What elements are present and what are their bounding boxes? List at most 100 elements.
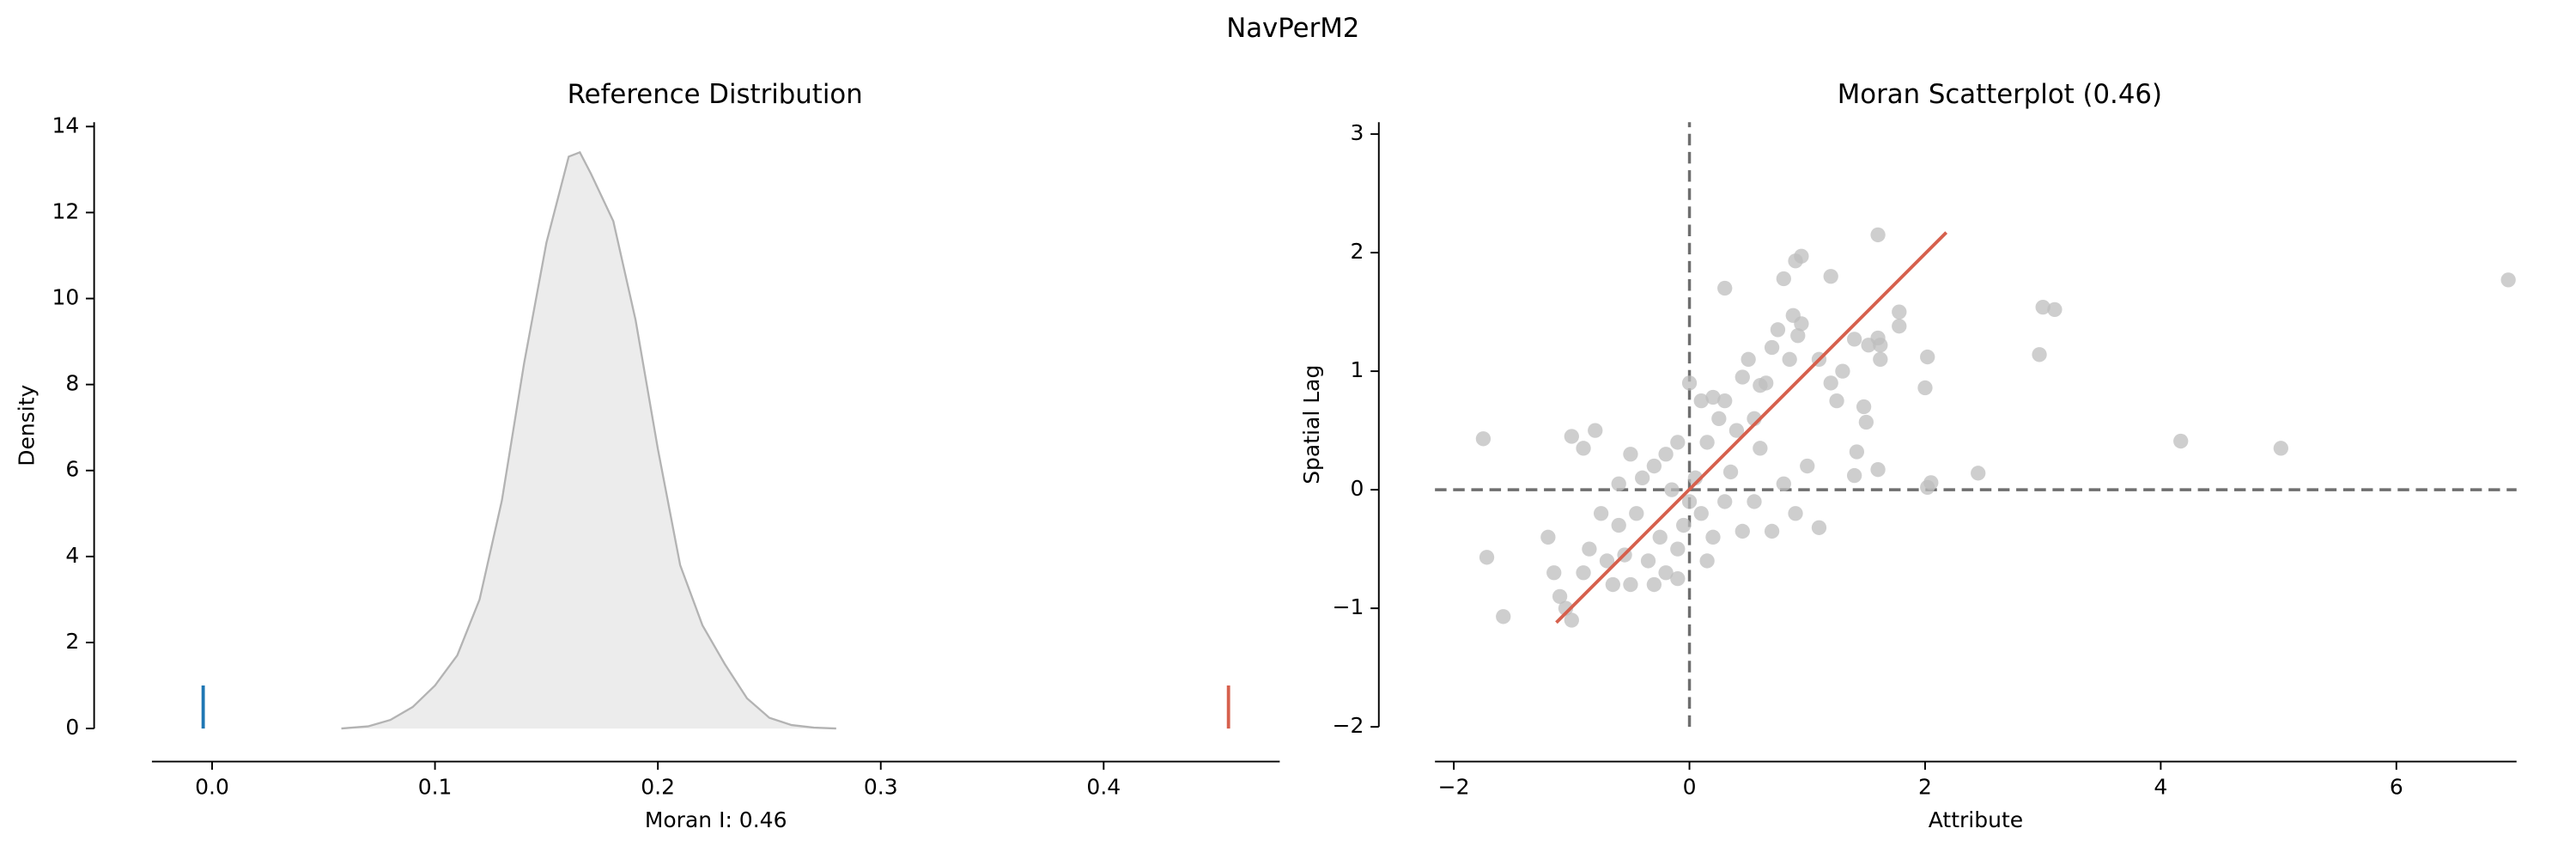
scatter-point xyxy=(1856,399,1872,415)
scatter-point xyxy=(1588,423,1603,438)
scatter-point xyxy=(1664,482,1680,497)
scatter-point xyxy=(1611,476,1626,491)
scatter-point xyxy=(1764,523,1780,539)
y-tick-label: 14 xyxy=(52,113,79,137)
scatter-point xyxy=(1646,576,1662,593)
scatter-point xyxy=(1717,494,1733,509)
scatter-point xyxy=(1623,576,1638,593)
scatter-point xyxy=(1479,550,1495,565)
x-axis-label: Moran I: 0.46 xyxy=(645,807,787,832)
scatter-point xyxy=(1540,529,1556,545)
x-tick-label: 0.1 xyxy=(418,774,453,799)
scatter-point xyxy=(1640,553,1656,569)
scatter-point xyxy=(1785,308,1801,323)
chart-title: Moran Scatterplot (0.46) xyxy=(1838,79,2162,110)
scatter-point xyxy=(1693,393,1709,409)
scatter-point xyxy=(2035,299,2050,315)
scatter-point xyxy=(1699,553,1715,569)
scatter-point xyxy=(1920,479,1935,496)
y-tick-label: 10 xyxy=(52,285,79,310)
y-tick-label: −1 xyxy=(1333,594,1364,619)
scatter-point xyxy=(1634,470,1650,485)
scatter-point xyxy=(1858,414,1874,430)
scatter-point xyxy=(1629,506,1644,521)
scatter-point xyxy=(1705,389,1721,405)
chart-title: Reference Distribution xyxy=(568,79,863,110)
scatter-point xyxy=(1722,464,1739,480)
scatter-point xyxy=(1917,380,1933,396)
scatter-point xyxy=(1670,570,1686,587)
scatter-point xyxy=(1870,227,1886,243)
scatter-point xyxy=(1753,378,1768,393)
scatter-point xyxy=(1800,458,1815,474)
scatter-point xyxy=(1788,253,1803,269)
scatter-point xyxy=(1681,375,1698,391)
y-tick-label: 4 xyxy=(65,543,79,568)
y-tick-label: 1 xyxy=(1351,357,1364,382)
fit-line xyxy=(1555,231,1948,624)
scatter-point xyxy=(1753,441,1768,456)
scatter-point xyxy=(1873,351,1888,367)
scatter-point xyxy=(1611,517,1626,533)
scatter-point xyxy=(1971,466,1986,481)
scatter-point xyxy=(1564,429,1579,444)
scatter-point xyxy=(1658,447,1674,462)
scatter-point xyxy=(1735,369,1750,385)
scatter-point xyxy=(1920,349,1935,365)
scatter-point xyxy=(2173,433,2189,449)
scatter-point xyxy=(1717,280,1733,296)
scatter-point xyxy=(1728,423,1745,438)
y-tick-label: −2 xyxy=(1333,713,1364,738)
scatter-point xyxy=(1790,328,1806,344)
scatter-point xyxy=(1735,523,1750,539)
scatter-point xyxy=(1681,494,1698,509)
scatter-point xyxy=(1892,319,1907,334)
scatter-point xyxy=(1599,553,1615,569)
scatter-point xyxy=(1846,467,1862,484)
scatter-point xyxy=(1646,458,1662,474)
scatter-point xyxy=(1788,506,1803,521)
scatter-point xyxy=(1670,541,1686,557)
scatter-point xyxy=(1693,506,1709,521)
x-tick-label: 0.3 xyxy=(864,774,898,799)
scatter-point xyxy=(1823,375,1838,391)
scatter-point xyxy=(1711,411,1727,426)
scatter-point xyxy=(1873,338,1888,353)
scatter-point xyxy=(1658,565,1674,581)
scatter-point xyxy=(1699,435,1715,450)
scatter-point xyxy=(1770,322,1786,338)
scatter-point xyxy=(1892,304,1907,320)
scatter-point xyxy=(1475,431,1492,447)
scatter-point xyxy=(1593,506,1609,521)
scatter-point xyxy=(1605,576,1620,593)
scatter-point xyxy=(1829,393,1844,409)
x-tick-label: 0.0 xyxy=(195,774,229,799)
scatter-point xyxy=(1764,339,1780,356)
scatter-point xyxy=(1705,529,1721,545)
scatter-point xyxy=(1546,565,1562,581)
y-tick-label: 8 xyxy=(65,371,79,396)
scatter-point xyxy=(2500,272,2516,288)
y-tick-label: 2 xyxy=(65,629,79,654)
scatter-point xyxy=(1849,444,1865,460)
y-tick-label: 6 xyxy=(65,457,79,482)
scatter-point xyxy=(1741,351,1756,367)
y-tick-label: 0 xyxy=(65,715,79,740)
density-area xyxy=(341,152,836,729)
figure-title: NavPerM2 xyxy=(1226,13,1359,44)
y-axis-label: Spatial Lag xyxy=(1299,365,1324,484)
scatter-point xyxy=(1670,435,1686,450)
x-tick-label: −2 xyxy=(1438,774,1470,799)
scatter-point xyxy=(2032,347,2047,362)
scatter-point xyxy=(1652,529,1668,545)
y-tick-label: 2 xyxy=(1351,239,1364,264)
scatter-point xyxy=(1558,600,1574,616)
scatter-point xyxy=(1582,541,1597,557)
scatter-point xyxy=(1676,517,1692,533)
scatter-point xyxy=(1576,565,1591,581)
scatter-point xyxy=(1576,441,1591,456)
scatter-point xyxy=(1776,271,1791,287)
x-tick-label: 0.2 xyxy=(641,774,675,799)
y-axis-label: Density xyxy=(15,384,39,466)
